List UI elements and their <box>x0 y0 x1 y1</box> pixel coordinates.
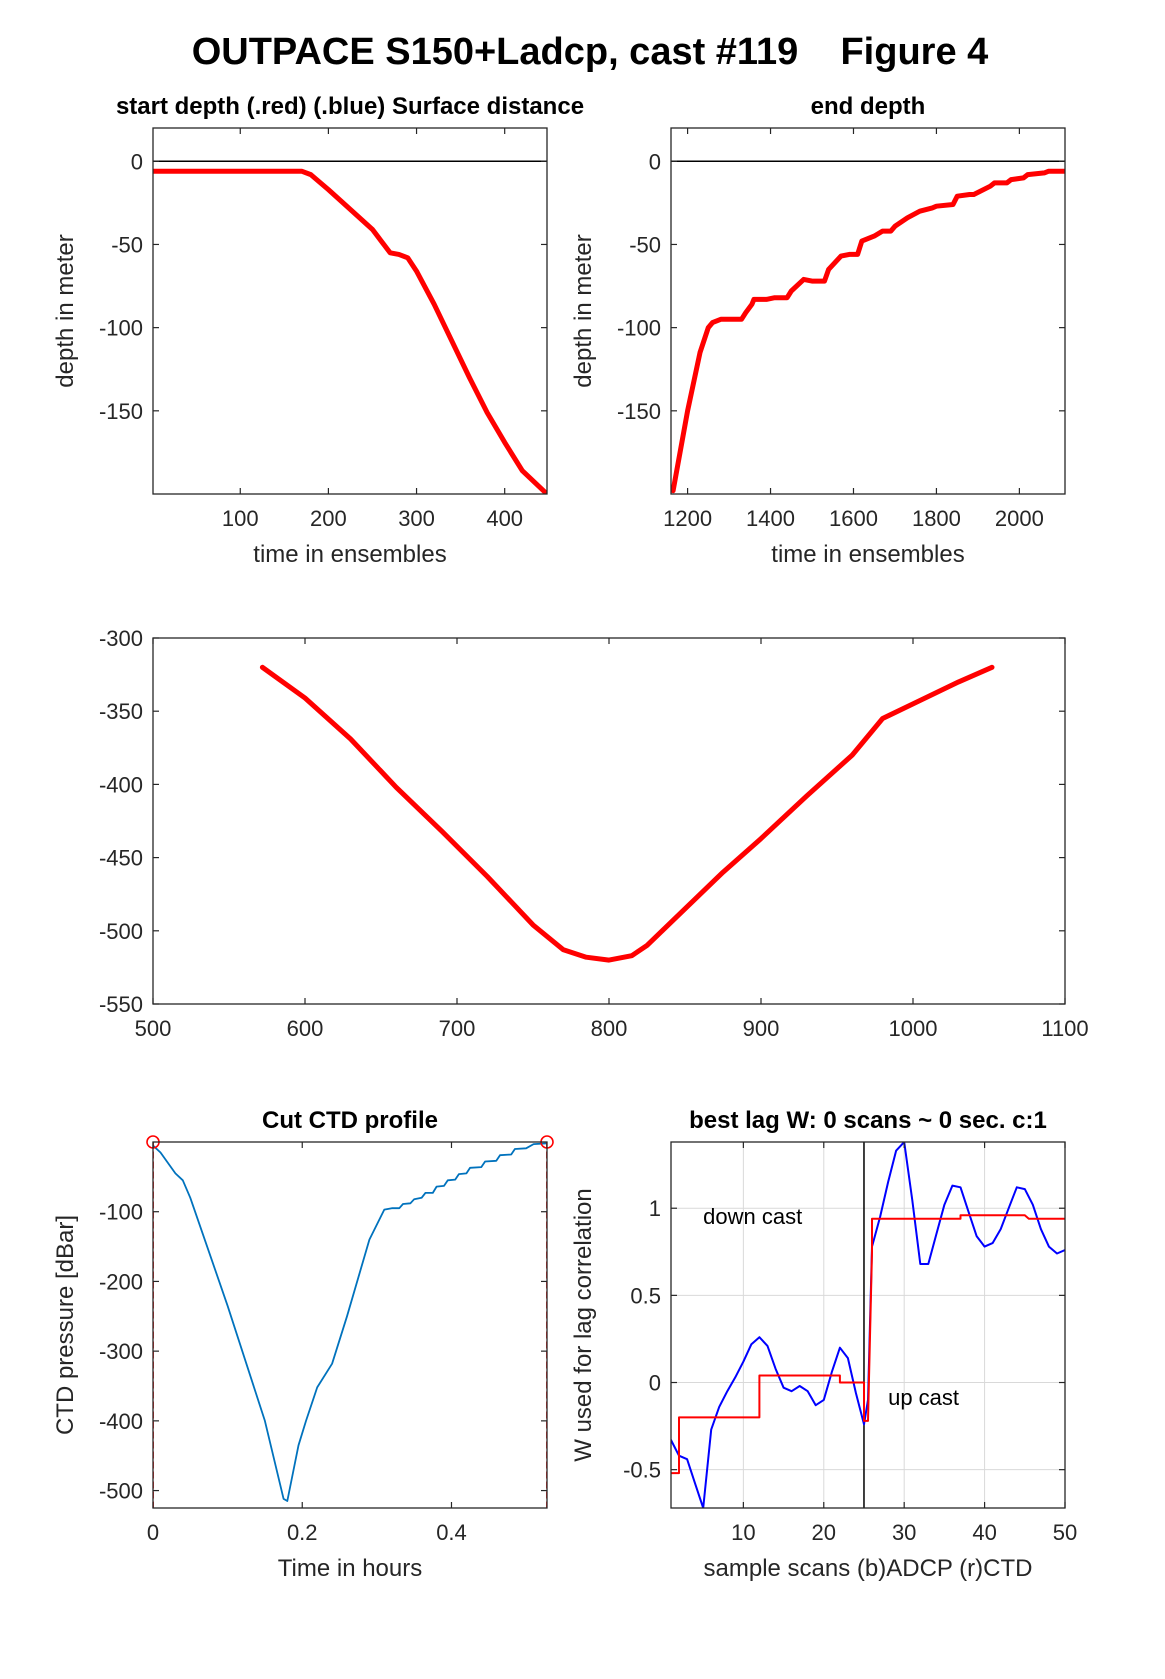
x-axis-label: time in ensembles <box>253 541 446 568</box>
y-axis-label: depth in meter <box>52 234 79 387</box>
x-tick-label: 100 <box>222 506 259 531</box>
x-tick-label: 1000 <box>889 1016 938 1041</box>
x-tick-label: 200 <box>310 506 347 531</box>
chart-title: best lag W: 0 scans ~ 0 sec. c:1 <box>689 1107 1047 1134</box>
x-tick-label: 0.2 <box>287 1520 318 1545</box>
y-tick-label: -50 <box>111 232 143 257</box>
y-tick-label: -100 <box>617 316 661 341</box>
y-tick-label: -300 <box>99 1339 143 1364</box>
axes-frame <box>670 127 1066 495</box>
y-tick-label: -150 <box>99 399 143 424</box>
x-tick-label: 500 <box>135 1016 172 1041</box>
x-tick-label: 40 <box>972 1520 996 1545</box>
series-group <box>153 1142 547 1508</box>
axes-frame <box>670 1141 1066 1509</box>
y-tick-label: -150 <box>617 399 661 424</box>
plot-area <box>671 128 1065 494</box>
series-line-red <box>671 168 1065 494</box>
x-tick-label: 700 <box>439 1016 476 1041</box>
annotation-text: down cast <box>703 1204 802 1229</box>
chart-best_lag: 10 20 30 40 50 1 0.5 0 -0.5 best lag W: 0 scans ~… <box>570 1107 1077 1582</box>
y-tick-label: -200 <box>99 1269 143 1294</box>
y-tick-label: -500 <box>99 1479 143 1504</box>
series-group <box>671 1142 1065 1508</box>
series-line-red <box>671 1214 1065 1475</box>
chart-cut_ctd: 0 0.2 0.4 -100 -200 -300 -400 -500 Cut CTD profi… <box>52 1107 554 1582</box>
series-group <box>671 168 1065 494</box>
y-tick-label: -0.5 <box>623 1458 661 1483</box>
series-line-steel <box>153 1142 547 1502</box>
x-tick-label: 400 <box>486 506 523 531</box>
axes-frame <box>152 1141 548 1509</box>
y-axis-label: depth in meter <box>570 234 597 387</box>
annotation-text: up cast <box>888 1385 959 1410</box>
plot-area <box>153 128 547 494</box>
x-tick-label: 1400 <box>746 506 795 531</box>
series-line-red <box>153 168 547 494</box>
y-tick-label: -300 <box>99 626 143 651</box>
y-tick-label: 0.5 <box>630 1283 661 1308</box>
chart-end_depth: 1200 1400 1600 1800 2000 0 -50 -100 -150 end dept… <box>570 93 1066 568</box>
axes-frame <box>152 127 548 495</box>
x-tick-label: 900 <box>743 1016 780 1041</box>
x-tick-label: 30 <box>892 1520 916 1545</box>
x-tick-label: 600 <box>287 1016 324 1041</box>
y-tick-label: -450 <box>99 846 143 871</box>
y-tick-label: 0 <box>131 149 143 174</box>
y-tick-label: -50 <box>629 232 661 257</box>
x-tick-label: 300 <box>398 506 435 531</box>
y-tick-label: -100 <box>99 316 143 341</box>
y-tick-label: -400 <box>99 772 143 797</box>
series-line-red <box>259 664 995 963</box>
x-tick-label: 10 <box>731 1520 755 1545</box>
figure-title: OUTPACE S150+Ladcp, cast #119 Figure 4 <box>192 31 989 73</box>
y-tick-label: -350 <box>99 699 143 724</box>
x-tick-label: 20 <box>812 1520 836 1545</box>
chart-title: Cut CTD profile <box>262 1107 438 1134</box>
y-axis-label: CTD pressure [dBar] <box>52 1215 79 1435</box>
x-tick-label: 1600 <box>829 506 878 531</box>
y-tick-label: 1 <box>649 1196 661 1221</box>
plot-area <box>153 1142 547 1508</box>
y-tick-label: -550 <box>99 992 143 1017</box>
y-tick-label: 0 <box>649 1371 661 1396</box>
plot-area <box>153 638 1065 1004</box>
x-tick-label: 1200 <box>663 506 712 531</box>
x-axis-label: Time in hours <box>278 1555 423 1582</box>
chart-start_depth: 100 200 300 400 0 -50 -100 -150 start depth (.re… <box>52 93 584 568</box>
series-group <box>153 168 547 494</box>
y-axis-label: W used for lag correlation <box>570 1188 597 1461</box>
plot-area <box>671 1142 1065 1508</box>
x-tick-label: 0 <box>147 1520 159 1545</box>
x-tick-label: 800 <box>591 1016 628 1041</box>
series-group <box>259 664 995 963</box>
chart-title: end depth <box>811 93 926 120</box>
x-tick-label: 1100 <box>1041 1016 1088 1041</box>
x-tick-label: 2000 <box>995 506 1044 531</box>
x-axis-label: sample scans (b)ADCP (r)CTD <box>704 1555 1033 1582</box>
x-tick-label: 1800 <box>912 506 961 531</box>
y-tick-label: 0 <box>649 149 661 174</box>
chart-depth_curve: 500 600 700 800 900 1000 1100 -300 -350 -400 -450 -… <box>99 626 1089 1041</box>
y-tick-label: -500 <box>99 919 143 944</box>
y-tick-label: -400 <box>99 1409 143 1434</box>
x-tick-label: 0.4 <box>436 1520 467 1545</box>
chart-title: start depth (.red) (.blue) Surface dista… <box>116 93 584 120</box>
x-tick-label: 50 <box>1053 1520 1077 1545</box>
x-axis-label: time in ensembles <box>771 541 964 568</box>
y-tick-label: -100 <box>99 1200 143 1225</box>
